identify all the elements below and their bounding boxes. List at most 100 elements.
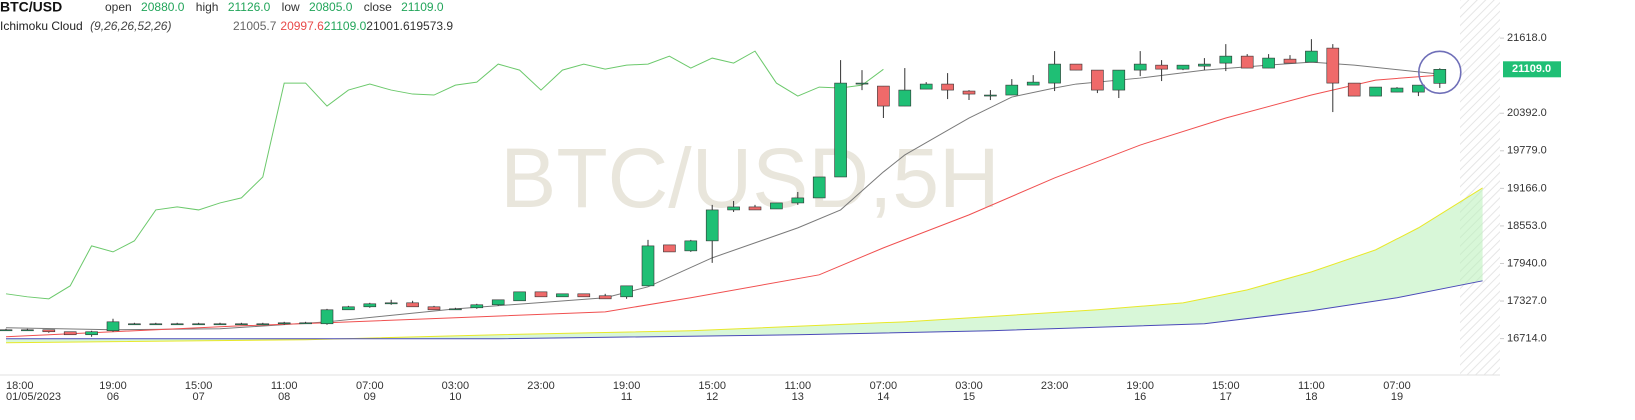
candle-body [235,323,248,326]
y-tick-label: 17327.0 [1507,295,1547,307]
x-tick-label: 07:00 [870,380,898,392]
y-tick-label: 21618.0 [1507,32,1547,44]
future-area [1460,0,1500,375]
x-tick-label: 07:00 [356,380,384,392]
y-tick-label: 17940.0 [1507,257,1547,269]
legend-value: 21126.0 [228,0,271,14]
candle-body [1262,57,1275,69]
candle-body [1112,69,1126,91]
candle-body [919,83,933,90]
x-tick-label: 23:00 [1041,380,1069,392]
candle-body [855,82,869,85]
indicator-line [6,280,1483,340]
candle-body [791,197,805,204]
x-date-label: 06 [107,391,119,403]
candle-body [1390,87,1404,93]
indicator-values: 21005.7 20997.621109.021001.619573.9 [233,19,453,33]
candle-body [1176,64,1190,70]
candle-body [42,329,56,333]
candle-body [1305,50,1318,63]
candle-body [277,322,291,325]
candle-body [684,240,698,252]
candle-body [941,83,954,91]
candle-body [427,306,441,311]
x-tick-label: 15:00 [185,380,213,392]
x-tick-label: 19:00 [99,380,127,392]
x-tick-label: 03:00 [955,380,983,392]
candle-body [1155,64,1168,70]
candle-body [1219,55,1233,64]
candle-body [192,323,205,326]
x-tick-label: 19:00 [613,380,641,392]
y-tick-label: 20392.0 [1507,107,1547,119]
x-tick-label: 07:00 [1383,380,1411,392]
x-date-label: 19 [1391,391,1403,403]
price-badge [1503,61,1561,78]
y-tick-label: 19779.0 [1507,145,1547,157]
legend-label: close [364,0,392,14]
x-tick-label: 23:00 [527,380,555,392]
candle-body [63,331,77,336]
candle-body [727,206,740,211]
candle-body [449,308,462,311]
candle-body [320,309,334,325]
candle-body [1133,63,1147,71]
candle-body [85,331,98,336]
indicator-params: (9,26,26,52,26) [90,19,171,33]
chart-title: BTC/USD [0,0,62,15]
candle-body [620,285,633,298]
candle-body [0,329,13,332]
indicator-line [5,61,1440,331]
x-date-label: 09 [364,391,376,403]
candle-body [834,82,847,178]
candle-body [1048,63,1061,84]
candle-body [149,323,163,326]
x-date-label: 17 [1220,391,1232,403]
x-date-label: 16 [1134,391,1146,403]
x-date-label: 07 [192,391,204,403]
legend-label: high [196,0,219,14]
candle-body [1198,63,1211,67]
candle-body [1326,47,1340,84]
candle-body [598,295,612,300]
legend-value: 20805.0 [309,0,353,14]
candle-body [1091,69,1104,91]
candle-body [470,304,484,309]
x-date-label: 01/05/2023 [6,391,61,403]
candle-body [256,323,270,326]
candle-body [812,176,826,199]
candle-body [1433,69,1447,84]
x-tick-label: 03:00 [442,380,470,392]
candle-body [1283,58,1297,64]
plot-area [0,39,1483,344]
indicator-value: 21109.0 [324,19,367,33]
x-date-label: 18 [1305,391,1317,403]
indicator-value: 20997.6 [280,19,324,33]
legend-value: 20880.0 [141,0,185,14]
candle-body [984,94,997,97]
candle-body [1369,86,1382,97]
candle-body [663,244,676,253]
y-tick-label: 18553.0 [1507,220,1547,232]
indicator-value: 21001.6 [366,19,410,33]
indicator-legend: Ichimoku Cloud (9,26,26,52,26) [0,19,171,33]
candle-body [534,291,548,298]
candle-body [556,293,569,298]
candle-body [1005,84,1019,96]
legend-label: low [282,0,300,14]
legend-label: open [105,0,132,14]
candle-body [577,293,591,298]
candle-body [170,323,184,326]
candle-body [962,90,976,95]
candle-body [299,322,312,325]
candle-body [21,329,34,332]
candle-body [513,291,526,302]
x-date-label: 08 [278,391,290,403]
x-date-label: 14 [877,391,889,403]
indicator-name: Ichimoku Cloud [0,19,83,33]
indicator-value: 21005.7 [233,19,277,33]
candle-body [641,245,655,287]
indicator-value: 19573.9 [410,19,454,33]
